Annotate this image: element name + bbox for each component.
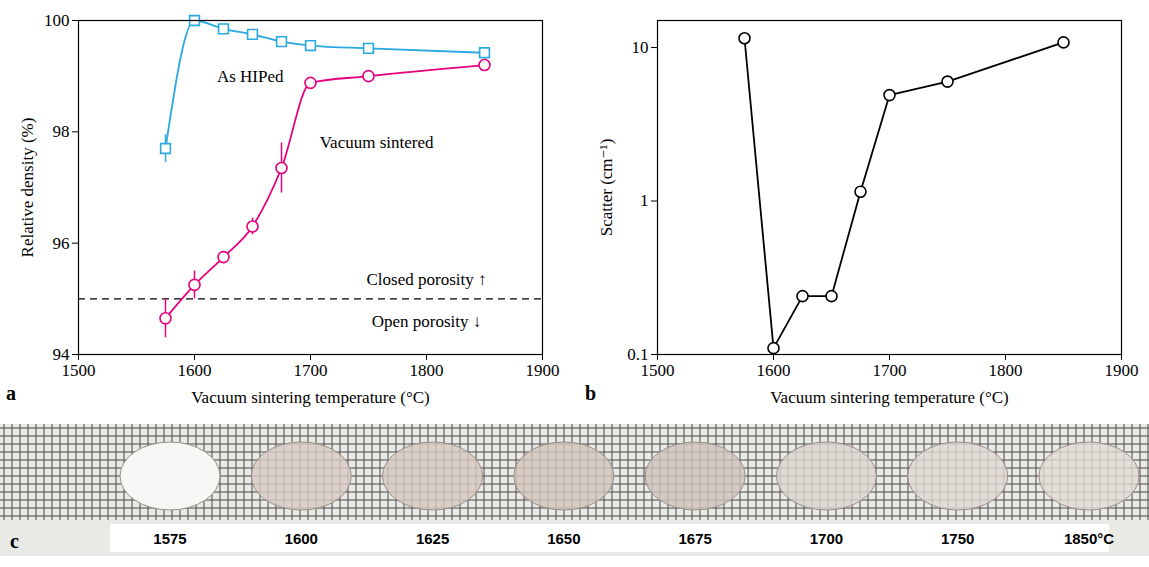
svg-text:1650: 1650 xyxy=(547,530,580,547)
svg-text:1575: 1575 xyxy=(153,530,186,547)
svg-text:Closed porosity ↑: Closed porosity ↑ xyxy=(367,270,487,289)
html-text:a: a xyxy=(6,382,16,404)
svg-text:1800: 1800 xyxy=(410,361,444,380)
svg-text:10: 10 xyxy=(632,38,649,57)
svg-text:98: 98 xyxy=(53,122,70,141)
svg-text:1700: 1700 xyxy=(873,361,907,380)
svg-text:Scatter (cm⁻¹): Scatter (cm⁻¹) xyxy=(597,139,616,237)
svg-text:Relative density (%): Relative density (%) xyxy=(18,118,37,258)
svg-text:1500: 1500 xyxy=(62,361,96,380)
svg-text:Vacuum sintered: Vacuum sintered xyxy=(320,133,434,152)
html-text:b: b xyxy=(585,382,597,404)
svg-text:1750: 1750 xyxy=(941,530,974,547)
svg-text:1: 1 xyxy=(640,191,649,210)
svg-text:94: 94 xyxy=(52,344,70,364)
svg-text:1850°C: 1850°C xyxy=(1064,530,1114,547)
svg-text:100: 100 xyxy=(44,11,70,30)
svg-text:As HIPed: As HIPed xyxy=(217,67,284,86)
svg-text:1700: 1700 xyxy=(810,530,843,547)
svg-text:1675: 1675 xyxy=(678,530,711,547)
svg-text:1500: 1500 xyxy=(641,361,675,380)
svg-text:1700: 1700 xyxy=(294,361,328,380)
svg-text:1900: 1900 xyxy=(1105,361,1139,380)
svg-text:Vacuum sintering temperature (: Vacuum sintering temperature (°C) xyxy=(191,388,430,407)
svg-text:1625: 1625 xyxy=(416,530,449,547)
svg-text:96: 96 xyxy=(53,234,70,253)
svg-text:Vacuum sintering temperature (: Vacuum sintering temperature (°C) xyxy=(770,388,1009,407)
svg-text:1800: 1800 xyxy=(989,361,1023,380)
svg-text:Open porosity ↓: Open porosity ↓ xyxy=(372,312,482,331)
svg-text:0.1: 0.1 xyxy=(627,344,649,364)
svg-text:1600: 1600 xyxy=(178,361,212,380)
svg-text:1600: 1600 xyxy=(285,530,318,547)
svg-text:1900: 1900 xyxy=(526,361,560,380)
html-text:c: c xyxy=(10,530,19,552)
svg-text:1600: 1600 xyxy=(757,361,791,380)
